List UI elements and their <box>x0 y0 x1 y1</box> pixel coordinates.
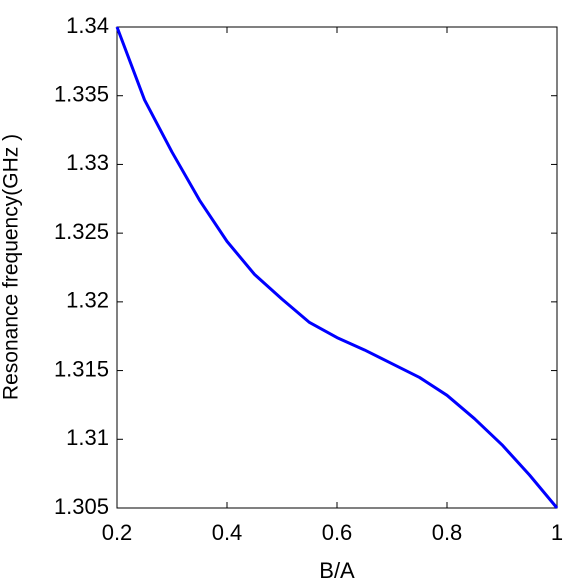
y-tick-label: 1.34 <box>66 13 109 38</box>
y-tick-label: 1.335 <box>54 82 109 107</box>
x-axis-label: B/A <box>319 558 355 583</box>
y-tick-label: 1.31 <box>66 425 109 450</box>
y-axis-label: Resonance frequency(GHz ) <box>0 134 23 400</box>
x-tick-label: 1 <box>551 520 563 545</box>
y-tick-label: 1.325 <box>54 219 109 244</box>
x-tick-label: 0.6 <box>322 520 353 545</box>
y-tick-label: 1.32 <box>66 288 109 313</box>
x-tick-label: 0.2 <box>102 520 133 545</box>
y-tick-label: 1.305 <box>54 494 109 519</box>
x-tick-label: 0.8 <box>432 520 463 545</box>
y-tick-label: 1.315 <box>54 356 109 381</box>
x-tick-label: 0.4 <box>212 520 243 545</box>
y-tick-label: 1.33 <box>66 150 109 175</box>
data-line <box>115 26 559 509</box>
